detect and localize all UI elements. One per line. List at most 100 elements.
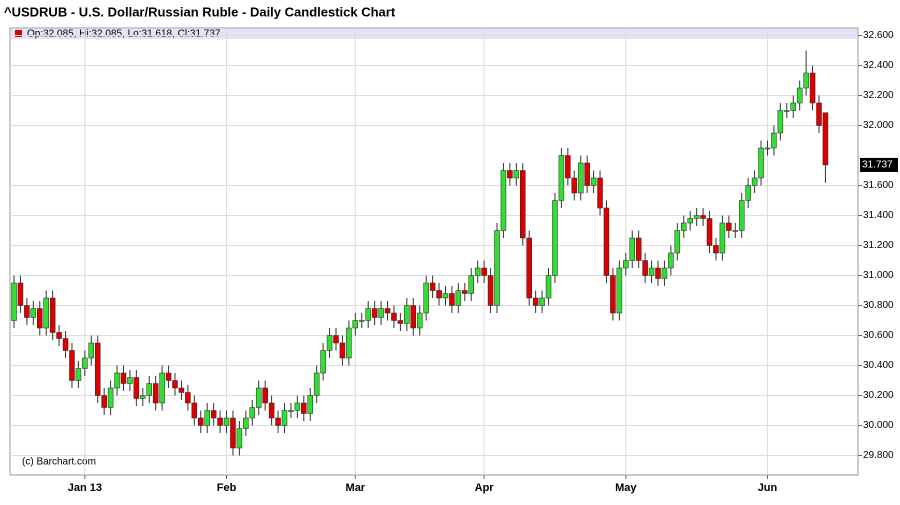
candle-body	[159, 372, 165, 404]
candle-body	[777, 110, 784, 134]
candle-body	[11, 282, 17, 321]
candle-body	[281, 410, 288, 426]
candle-body	[790, 102, 796, 111]
candle-body	[94, 342, 101, 396]
candle-body	[223, 417, 230, 426]
candle-body	[152, 383, 159, 404]
candle-body	[590, 177, 597, 186]
candle-body	[745, 185, 751, 201]
legend-swatch	[15, 30, 22, 37]
candle-body	[17, 282, 24, 306]
candle-body	[455, 290, 462, 306]
y-tick-label: 30.000	[863, 420, 894, 431]
x-tick-label: Apr	[475, 482, 495, 494]
candle-body	[62, 338, 69, 351]
y-tick-label: 32.000	[863, 120, 894, 131]
candle-body	[346, 327, 352, 359]
candle-body	[558, 155, 565, 201]
x-tick-label: Jun	[758, 482, 778, 494]
candle-body	[49, 297, 56, 333]
y-tick-label: 32.200	[863, 90, 894, 101]
candle-body	[268, 402, 275, 419]
candle-body	[288, 410, 294, 412]
candle-body	[487, 275, 494, 306]
candle-body	[75, 368, 82, 381]
candle-body	[436, 290, 442, 299]
x-tick-label: Mar	[346, 482, 366, 494]
candle-body	[674, 230, 681, 254]
candle-body	[738, 200, 745, 231]
y-tick-label: 30.200	[863, 390, 894, 401]
candle-body	[584, 162, 590, 186]
candle-body	[545, 275, 552, 299]
candle-body	[616, 267, 623, 314]
candle-body	[378, 308, 384, 318]
candle-body	[713, 245, 719, 254]
candle-body	[603, 207, 610, 276]
candle-body	[107, 387, 114, 408]
candle-body	[532, 297, 539, 306]
candle-body	[37, 308, 43, 329]
candle-body	[681, 222, 687, 231]
candle-body	[719, 222, 726, 254]
candle-body	[629, 237, 635, 261]
y-tick-label: 30.400	[863, 360, 894, 371]
legend-band	[11, 29, 857, 39]
candle-body	[526, 237, 532, 299]
candle-body	[397, 320, 404, 324]
x-tick-label: Feb	[217, 482, 237, 494]
candle-body	[751, 177, 758, 186]
x-tick-label: Jan 13	[68, 482, 102, 494]
candle-body	[423, 282, 429, 314]
candle-body	[198, 417, 204, 426]
candle-body	[275, 417, 281, 426]
x-tick-label: May	[615, 482, 637, 494]
candle-body	[655, 267, 661, 279]
candle-body	[69, 350, 75, 381]
candle-body	[243, 417, 249, 429]
candle-body	[365, 308, 371, 321]
candle-body	[359, 320, 365, 322]
candle-body	[120, 372, 127, 384]
candle-body	[165, 372, 172, 381]
candle-body	[43, 297, 49, 329]
candle-body	[410, 305, 417, 329]
candle-body	[313, 372, 320, 396]
y-tick-label: 30.600	[863, 330, 894, 341]
candle-body	[230, 417, 236, 449]
candle-body	[552, 200, 558, 276]
candle-body	[339, 342, 346, 359]
candle-body	[571, 177, 578, 194]
candle-body	[236, 428, 243, 449]
candle-body	[114, 372, 120, 389]
candle-body	[623, 260, 629, 269]
candle-body	[204, 410, 210, 426]
candle-body	[294, 402, 301, 411]
candle-body	[809, 72, 816, 104]
candle-body	[352, 320, 359, 329]
candle-body	[404, 305, 410, 324]
candle-body	[24, 305, 30, 318]
candle-body	[732, 230, 739, 232]
candle-body	[764, 147, 771, 150]
candle-body	[185, 392, 191, 404]
candle-body	[507, 170, 513, 179]
candle-body	[648, 267, 655, 276]
candle-body	[500, 170, 507, 231]
candle-body	[668, 252, 674, 269]
y-tick-label: 32.400	[863, 60, 894, 71]
y-tick-label: 31.600	[863, 180, 894, 191]
candle-body	[127, 377, 133, 384]
candle-body	[82, 357, 88, 369]
y-tick-label: 29.800	[863, 450, 894, 461]
y-tick-label: 30.800	[863, 300, 894, 311]
candle-body	[56, 332, 62, 339]
candle-body	[384, 308, 391, 314]
candle-body	[816, 102, 822, 126]
candle-body	[771, 132, 777, 149]
candle-body	[449, 293, 455, 306]
candle-body	[146, 383, 152, 396]
candle-body	[462, 290, 468, 294]
candle-body	[565, 155, 571, 179]
